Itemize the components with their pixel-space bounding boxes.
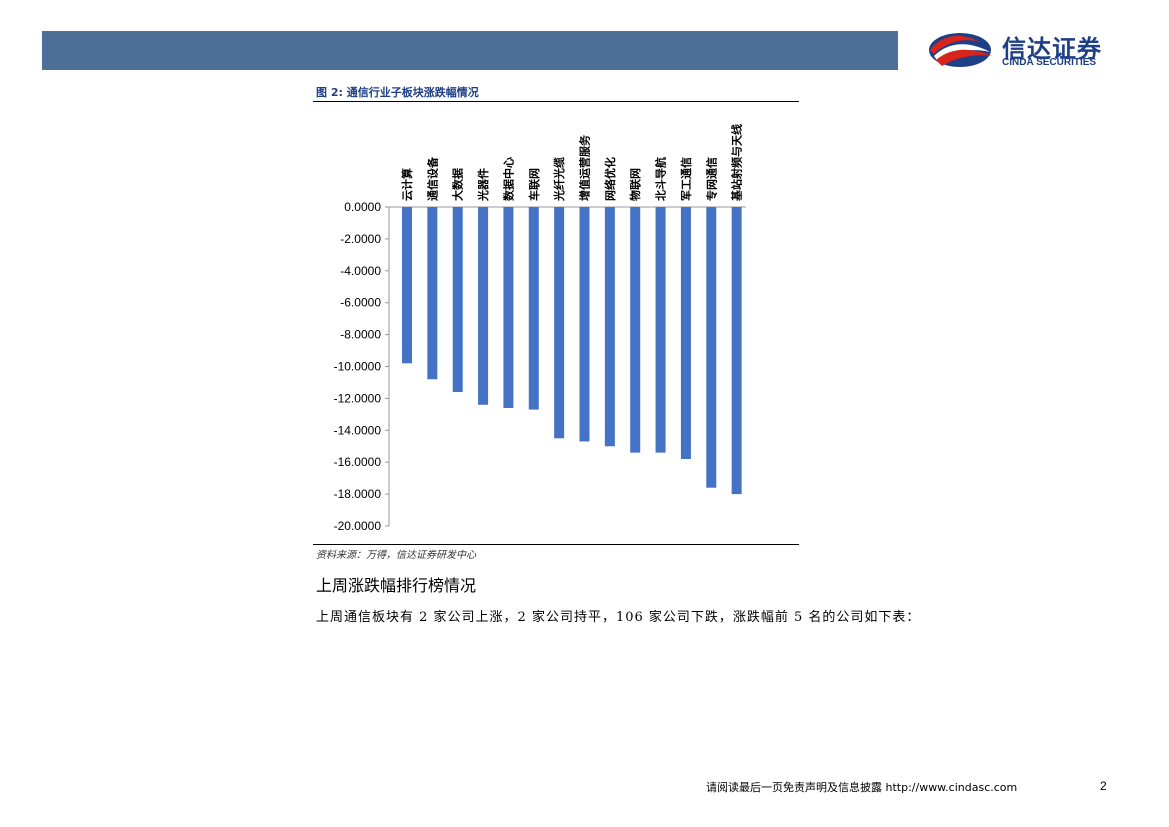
body-paragraph: 上周通信板块有 2 家公司上涨，2 家公司持平，106 家公司下跌，涨跌幅前 5… — [316, 610, 921, 625]
x-category-label: 通信设备 — [425, 156, 439, 201]
x-category-label: 大数据 — [451, 168, 465, 201]
bar — [655, 207, 666, 453]
section-heading: 上周涨跌幅排行榜情况 — [316, 576, 477, 595]
bar — [706, 207, 717, 488]
x-category-label: 光纤光缆 — [552, 157, 566, 202]
y-tick-label: -20.0000 — [334, 519, 382, 533]
x-category-label: 军工通信 — [679, 157, 693, 201]
bar — [680, 207, 691, 460]
x-category-label: 北斗导航 — [654, 157, 668, 201]
y-tick-label: -14.0000 — [334, 423, 382, 437]
x-category-label: 专网通信 — [704, 157, 718, 201]
y-tick-label: -4.0000 — [340, 264, 381, 278]
bar — [604, 207, 615, 447]
bar — [478, 207, 489, 405]
x-category-label: 基站射频与天线 — [730, 124, 744, 202]
bar — [630, 207, 641, 453]
footer-disclaimer: 请阅读最后一页免责声明及信息披露 http://www.cindasc.com — [706, 781, 1018, 794]
bar — [554, 207, 565, 439]
x-category-label: 物联网 — [628, 168, 642, 201]
y-tick-label: -12.0000 — [334, 391, 382, 405]
company-logo: 信达证券 CINDA SECURITIES — [928, 26, 1138, 74]
figure-top-rule — [313, 101, 799, 102]
x-category-label: 数据中心 — [501, 157, 515, 201]
y-tick-label: -10.0000 — [334, 360, 382, 374]
cinda-logo-icon — [929, 33, 992, 67]
bar — [528, 207, 539, 410]
y-tick-label: -16.0000 — [334, 455, 382, 469]
bar — [731, 207, 742, 495]
source-note: 资料来源：万得，信达证券研发中心 — [316, 550, 476, 561]
y-tick-label: -6.0000 — [340, 296, 381, 310]
figure-title: 图 2: 通信行业子板块涨跌幅情况 — [316, 86, 479, 99]
bar — [503, 207, 514, 408]
x-category-label: 光器件 — [476, 168, 490, 202]
bar — [427, 207, 438, 380]
bar — [579, 207, 590, 442]
x-category-label: 网络优化 — [603, 157, 617, 201]
y-tick-label: -8.0000 — [340, 328, 381, 342]
logo-chinese-name: 信达证券 — [1002, 35, 1102, 63]
header-bar — [42, 31, 898, 70]
x-category-label: 车联网 — [527, 168, 541, 201]
x-category-label: 云计算 — [400, 168, 414, 201]
y-tick-label: -18.0000 — [334, 487, 382, 501]
y-tick-label: -2.0000 — [340, 232, 381, 246]
y-tick-label: 0.0000 — [344, 200, 381, 214]
x-category-label: 增值运营服务 — [578, 134, 592, 201]
logo-english-name: CINDA SECURITIES — [1002, 57, 1097, 68]
page-number: 2 — [1100, 779, 1107, 793]
bar — [452, 207, 463, 393]
figure-bottom-rule — [313, 544, 799, 545]
bar — [402, 207, 412, 364]
sector-change-bar-chart: 0.0000 -2.0000 -4.0000 -6.0000 -8.0000 -10.00… — [334, 124, 746, 533]
